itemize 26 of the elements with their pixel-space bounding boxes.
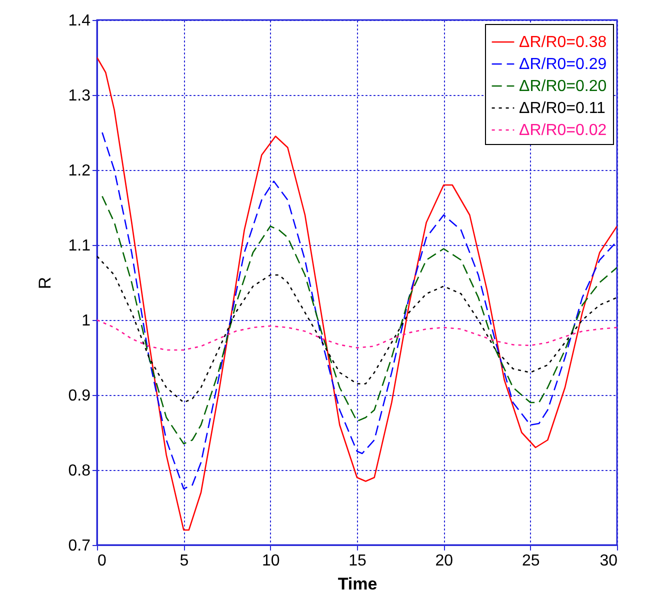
y-tick-label: 0.8	[68, 462, 91, 480]
x-axis-title: Time	[338, 574, 378, 594]
y-tick-label: 1.1	[68, 238, 91, 254]
y-tick-label: 1.4	[68, 12, 91, 30]
line-series	[97, 256, 617, 404]
legend-label: ΔR/R0=0.11	[519, 100, 606, 117]
legend-label: ΔR/R0=0.38	[519, 34, 607, 51]
y-axis-title: R	[35, 276, 54, 290]
x-tick-label: 30	[600, 552, 618, 570]
x-tick-label: 5	[180, 552, 189, 570]
x-tick-label: 20	[435, 552, 454, 570]
line-series	[102, 196, 617, 444]
y-tick-label: 0.7	[68, 538, 91, 554]
legend-label: ΔR/R0=0.29	[519, 56, 607, 73]
y-tick-label: 1.3	[68, 88, 91, 104]
x-tick-label: 15	[348, 552, 366, 570]
y-tick-label: 1	[82, 312, 91, 330]
x-tick-label: 25	[522, 552, 540, 570]
x-tick-label: 0	[98, 552, 106, 570]
x-tick-label: 10	[262, 552, 280, 570]
y-tick-label: 1.2	[68, 162, 91, 180]
legend-label: ΔR/R0=0.02	[519, 122, 607, 139]
line-series	[97, 319, 617, 351]
line-series	[97, 56, 617, 531]
y-tick-label: 0.9	[68, 388, 91, 404]
legend-label: ΔR/R0=0.20	[519, 78, 607, 95]
